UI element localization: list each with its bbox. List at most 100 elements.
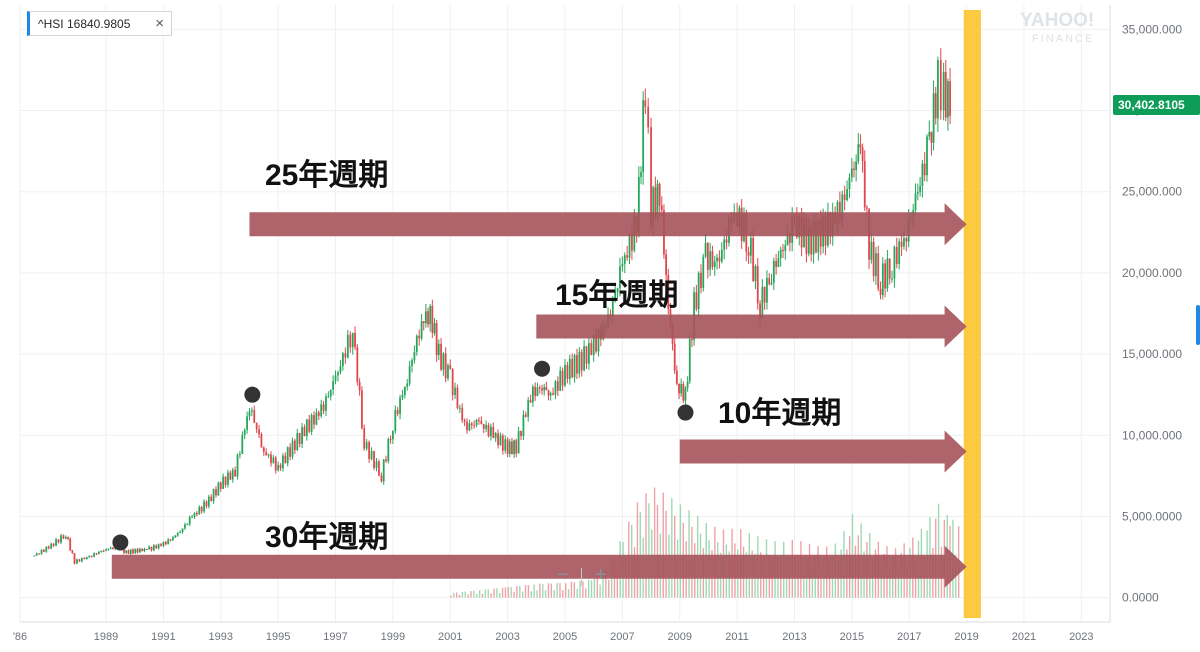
price-candle <box>497 433 499 446</box>
y-tick-label: 35,000.000 <box>1122 22 1182 36</box>
price-candle <box>517 430 520 454</box>
price-candle <box>253 410 256 423</box>
price-candle <box>141 548 144 551</box>
price-candle <box>779 249 782 259</box>
volume-bar <box>544 590 547 598</box>
price-candle <box>354 332 356 348</box>
price-candle <box>239 454 241 456</box>
y-tick-label: 0.0000 <box>1122 591 1159 605</box>
price-candle <box>129 549 132 554</box>
price-candle <box>665 254 668 275</box>
price-candle <box>406 383 409 387</box>
price-candle <box>337 372 339 376</box>
zoom-in-button[interactable]: + <box>595 564 607 586</box>
price-candle <box>215 489 217 496</box>
price-candle <box>322 404 325 411</box>
price-candle <box>650 127 652 226</box>
volume-bar <box>499 592 501 598</box>
price-candle <box>160 544 162 546</box>
last-price-tag: 30,402.8105 <box>1113 95 1200 115</box>
price-candle <box>200 506 203 512</box>
volume-bar <box>510 587 512 598</box>
turning-point-0 <box>112 534 129 551</box>
price-candle <box>305 419 308 437</box>
cycle-label-15: 15年週期 <box>555 279 679 312</box>
price-candle <box>784 245 787 251</box>
price-candle <box>217 482 220 496</box>
price-candle <box>506 439 509 454</box>
price-candle <box>812 221 815 255</box>
close-icon[interactable]: × <box>155 15 164 32</box>
price-candle <box>527 400 530 417</box>
volume-bar <box>458 594 461 598</box>
price-candle <box>725 239 728 243</box>
price-candle <box>697 272 700 310</box>
volume-bar <box>507 586 510 598</box>
price-candle <box>176 533 179 536</box>
price-candle <box>576 355 578 374</box>
price-candle <box>543 386 546 391</box>
price-candle <box>458 407 461 409</box>
x-tick-label: 1995 <box>266 631 290 643</box>
x-tick-label: 2019 <box>954 631 978 643</box>
price-candle <box>473 425 476 427</box>
price-candle <box>504 439 507 451</box>
volume-bar <box>828 562 831 598</box>
price-candle <box>57 539 60 543</box>
volume-bar <box>671 498 673 598</box>
price-candle <box>478 419 480 421</box>
price-candle <box>109 547 112 549</box>
price-candle <box>73 553 76 564</box>
volume-bar <box>582 581 584 598</box>
price-candle <box>315 412 318 425</box>
price-candle <box>399 397 401 414</box>
volume-bar <box>467 594 469 598</box>
volume-bar <box>573 582 576 598</box>
price-candle <box>291 440 294 457</box>
price-candle <box>485 424 488 429</box>
price-candle <box>763 287 766 303</box>
price-candle <box>673 343 676 371</box>
price-candle <box>346 334 349 358</box>
side-scroll-marker[interactable] <box>1196 305 1200 345</box>
price-candle <box>33 555 36 557</box>
volume-bar <box>599 584 601 598</box>
price-candle <box>554 381 557 395</box>
price-candle <box>380 475 383 482</box>
volume-bar <box>837 561 839 598</box>
volume-bar <box>906 563 908 598</box>
price-candle <box>293 440 296 451</box>
volume-bar <box>570 581 573 598</box>
ticker-legend[interactable]: ^HSI 16840.9805 × <box>27 11 172 36</box>
price-candle <box>531 386 534 403</box>
price-candle <box>286 447 289 464</box>
price-candle <box>195 512 198 515</box>
price-candle <box>320 404 323 416</box>
price-candle <box>250 410 253 412</box>
price-candle <box>772 261 775 283</box>
price-candle <box>408 365 411 384</box>
volume-bar <box>593 578 596 598</box>
price-candle <box>654 187 657 215</box>
price-candle <box>700 272 702 288</box>
zoom-out-button[interactable]: − <box>557 564 569 586</box>
price-candle <box>174 535 177 538</box>
price-candle <box>148 546 150 550</box>
price-candle <box>841 194 844 221</box>
price-candle <box>529 400 532 403</box>
price-candle <box>884 263 887 289</box>
volume-bar <box>464 591 467 598</box>
volume-bar <box>559 583 561 598</box>
price-candle <box>782 249 784 251</box>
price-candle <box>429 306 432 325</box>
volume-bar <box>688 510 690 598</box>
price-candle <box>447 365 449 379</box>
price-candle <box>456 387 459 408</box>
price-candle <box>435 323 438 356</box>
price-candle <box>246 416 248 430</box>
price-candle <box>198 506 201 515</box>
price-candle <box>40 549 43 554</box>
price-candle <box>454 387 456 396</box>
